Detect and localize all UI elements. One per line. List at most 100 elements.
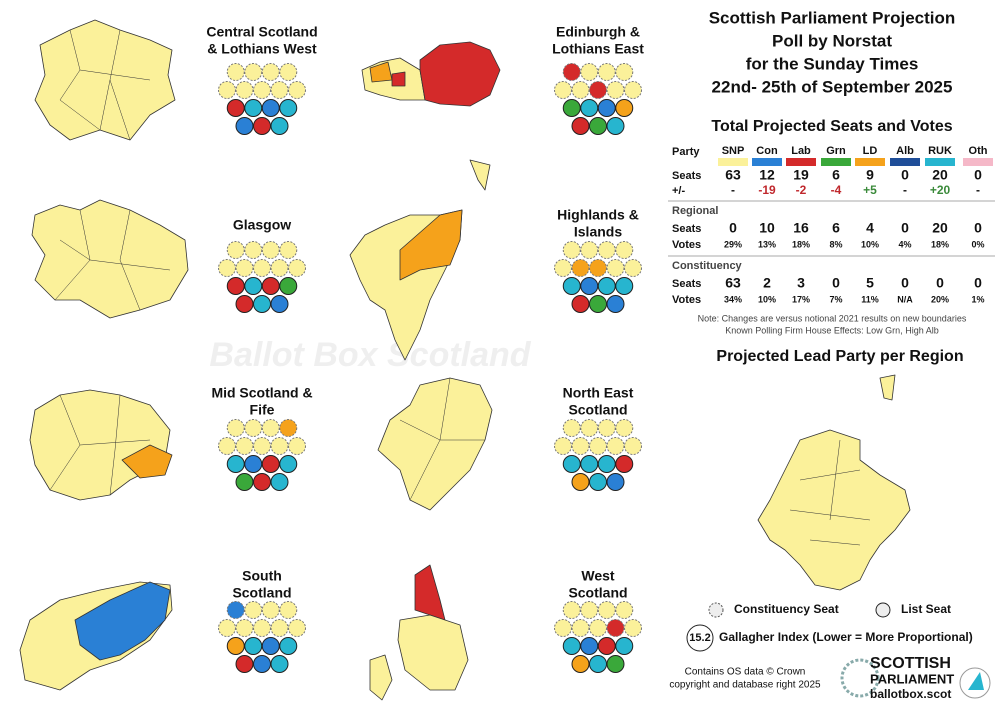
cell: 5 — [866, 275, 874, 291]
cell: +20 — [930, 183, 951, 197]
party-swatch — [718, 158, 748, 166]
regions: Central Scotland& Lothians West Edinburgh… — [206, 24, 644, 673]
region-name: Scotland — [568, 402, 627, 418]
cell: 16 — [793, 220, 809, 236]
gallagher-value: 15.2 — [689, 632, 710, 644]
region-shape — [34, 19, 176, 141]
region-name: Highlands & — [557, 207, 639, 223]
list-seat — [235, 655, 254, 673]
constituency-seat — [244, 63, 263, 81]
party-swatch — [963, 158, 993, 166]
constituency-seat — [288, 619, 306, 637]
map-mid — [29, 389, 173, 501]
boundaries — [789, 439, 871, 546]
constituency-seat — [606, 437, 625, 455]
region-name: Glasgow — [233, 217, 291, 233]
cell: 18% — [792, 239, 810, 249]
list-seat — [589, 655, 607, 673]
header: Scottish Parliament Projection Poll by No… — [709, 8, 956, 96]
list-seat — [244, 99, 263, 117]
note: Known Polling Firm House Effects: Low Gr… — [725, 325, 938, 335]
list-seat — [571, 655, 590, 673]
constituency-seat — [253, 81, 271, 99]
cell: 63 — [725, 275, 741, 291]
cell: +5 — [863, 183, 877, 197]
map-west — [369, 564, 469, 701]
constituency-seat — [554, 259, 572, 277]
party-name: Lab — [791, 145, 811, 157]
cell: 63 — [725, 167, 741, 183]
cell: 0 — [832, 275, 840, 291]
constituency-seat — [270, 81, 289, 99]
cell: N/A — [897, 294, 913, 304]
constituency-seat — [615, 601, 634, 619]
list-seat — [615, 99, 634, 117]
list-seat — [261, 99, 280, 117]
party-name: LD — [863, 145, 878, 157]
constituency-seat — [226, 63, 245, 81]
region-shape — [377, 377, 493, 511]
list-seat — [235, 295, 254, 313]
legend-constituency: Constituency Seat — [734, 602, 839, 616]
list-seat — [244, 277, 263, 295]
legend-constituency-icon — [708, 602, 724, 618]
list-seat — [580, 99, 599, 117]
constituency-seat — [606, 619, 625, 637]
list-seat — [562, 277, 581, 295]
constituency-seat — [615, 63, 634, 81]
list-seat — [615, 637, 634, 655]
constituency-seat — [606, 259, 625, 277]
cell: 8% — [829, 239, 842, 249]
constituency-seat — [580, 241, 599, 259]
map-central — [34, 19, 176, 141]
boundaries — [399, 377, 485, 501]
region-name: South — [242, 568, 282, 584]
constituency-seat — [279, 601, 298, 619]
list-seat — [261, 455, 280, 473]
map-glasgow — [31, 199, 189, 319]
region-name: Lothians East — [552, 41, 644, 57]
constituency-seat — [218, 437, 236, 455]
constituency-seat — [580, 601, 599, 619]
constituency-seat — [562, 419, 581, 437]
cell: 0 — [936, 275, 944, 291]
constituency-seat — [218, 259, 236, 277]
row-label: Seats — [672, 170, 701, 182]
boundaries — [49, 394, 151, 496]
region-blue — [74, 581, 171, 661]
constituency-seat — [589, 437, 607, 455]
list-seat — [270, 655, 289, 673]
constituency-seat — [261, 241, 280, 259]
constituency-seat — [279, 63, 298, 81]
region-name: Mid Scotland & — [211, 385, 312, 401]
map-title: Projected Lead Party per Region — [716, 348, 963, 365]
constituency-seat — [261, 63, 280, 81]
cell: 3 — [797, 275, 805, 291]
party-name: Alb — [896, 145, 914, 157]
region-shape — [757, 429, 911, 591]
list-seat — [615, 455, 634, 473]
constituency-seat — [261, 419, 280, 437]
cell: 4 — [866, 220, 874, 236]
party-name: SNP — [722, 145, 745, 157]
list-seat — [580, 277, 599, 295]
cell: 0 — [974, 275, 982, 291]
constituency-seat — [253, 619, 271, 637]
constituency-seat — [226, 241, 245, 259]
constituency-seat — [562, 63, 581, 81]
list-seat — [261, 637, 280, 655]
cell: 4% — [898, 239, 911, 249]
row-label: +/- — [672, 185, 685, 197]
region-name: West — [581, 568, 615, 584]
list-seat — [279, 277, 298, 295]
title-line: 22nd- 25th of September 2025 — [712, 77, 953, 96]
map-edinburgh — [361, 41, 501, 107]
list-seat — [597, 455, 616, 473]
constituency-seat — [235, 259, 254, 277]
constituency-seat — [288, 81, 306, 99]
constituency-seat — [589, 259, 607, 277]
cell: 11% — [861, 294, 879, 304]
logo-line: PARLIAMENT — [870, 671, 954, 686]
map-scotland — [757, 374, 911, 591]
constituency-seat — [571, 259, 590, 277]
